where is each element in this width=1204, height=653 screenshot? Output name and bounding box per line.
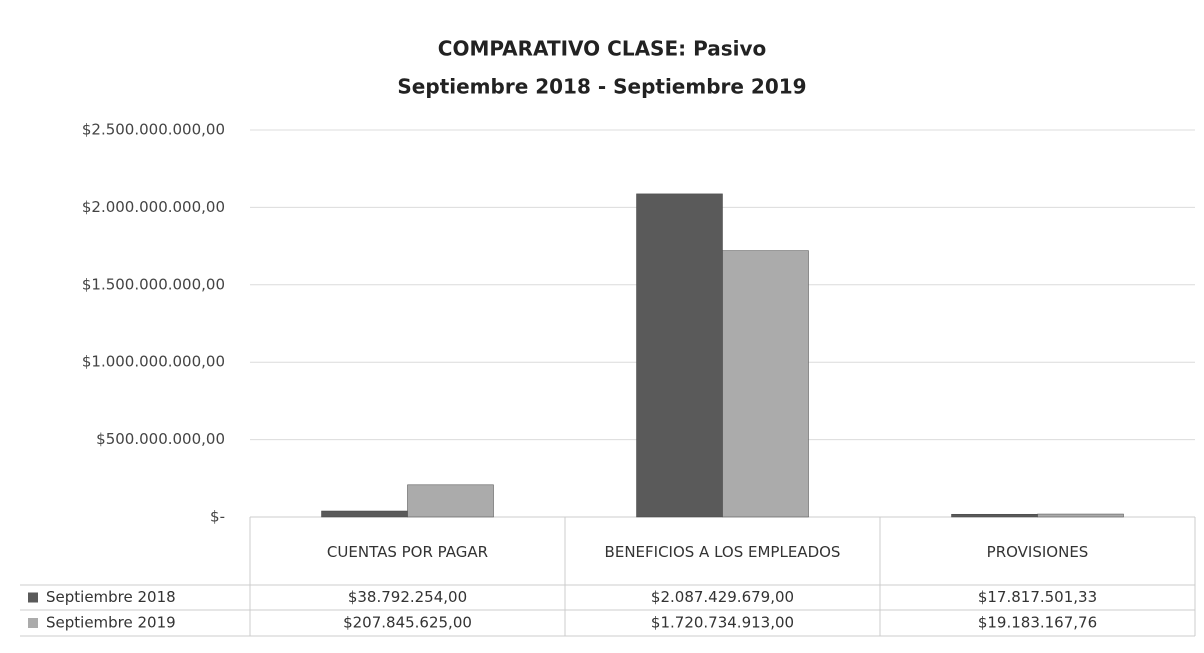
- legend-label: Septiembre 2019: [46, 614, 176, 632]
- bar: [951, 513, 1038, 518]
- chart-title: COMPARATIVO CLASE: Pasivo: [438, 37, 766, 61]
- x-tick-label: PROVISIONES: [986, 543, 1089, 561]
- bar: [636, 193, 723, 518]
- y-tick-label: $1.000.000.000,00: [82, 353, 225, 371]
- legend-label: Septiembre 2018: [46, 588, 176, 606]
- data-table-cell: $17.817.501,33: [978, 588, 1097, 606]
- bar: [722, 250, 809, 518]
- x-tick-label-box: BENEFICIOS A LOS EMPLEADOS: [604, 543, 841, 561]
- bar: [321, 510, 408, 518]
- x-tick-label: BENEFICIOS A LOS EMPLEADOS: [604, 543, 841, 561]
- data-table-cell: $19.183.167,76: [978, 614, 1097, 632]
- legend-swatch: [28, 618, 38, 628]
- y-tick-label: $2.500.000.000,00: [82, 121, 225, 139]
- y-tick-label: $1.500.000.000,00: [82, 275, 225, 293]
- y-tick-label: $500.000.000,00: [96, 430, 225, 448]
- bar: [1037, 513, 1124, 518]
- data-table-cell: $207.845.625,00: [343, 614, 472, 632]
- data-table-cell: $2.087.429.679,00: [651, 588, 794, 606]
- y-tick-label: $2.000.000.000,00: [82, 198, 225, 216]
- legend-swatch: [28, 592, 38, 603]
- x-tick-label: CUENTAS POR PAGAR: [326, 543, 489, 561]
- data-table-cell: $1.720.734.913,00: [651, 614, 794, 632]
- y-tick-label: $-: [210, 508, 225, 526]
- chart-subtitle: Septiembre 2018 - Septiembre 2019: [397, 75, 806, 99]
- bar: [407, 484, 494, 518]
- x-tick-label-box: CUENTAS POR PAGAR: [326, 543, 489, 561]
- x-tick-label-box: PROVISIONES: [986, 543, 1089, 561]
- data-table-cell: $38.792.254,00: [348, 588, 467, 606]
